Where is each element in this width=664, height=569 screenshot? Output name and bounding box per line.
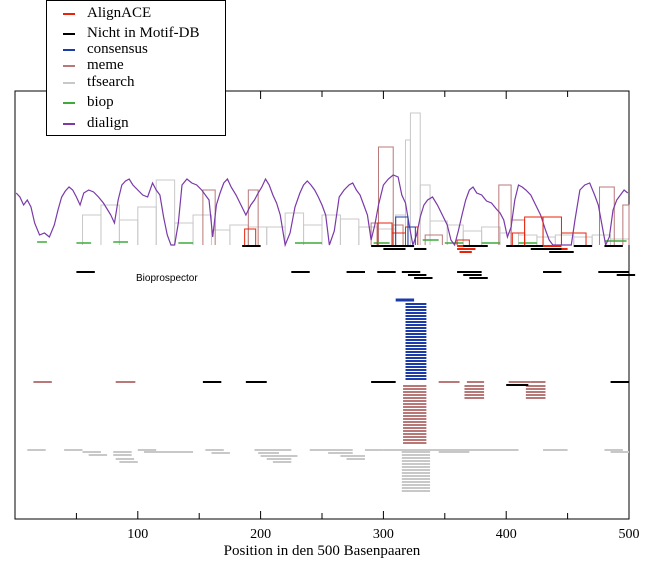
legend-label-alignace: AlignACE — [87, 5, 152, 21]
consensus-profile — [407, 226, 416, 245]
meme-profile — [498, 184, 512, 245]
meme-profile — [392, 224, 404, 245]
x-axis-title: Position in den 500 Basenpaaren — [224, 543, 421, 559]
alignace-profile — [244, 228, 257, 245]
legend-swatch-alignace — [63, 13, 75, 15]
biop-layer — [37, 239, 627, 244]
x-tick-label: 100 — [127, 527, 148, 542]
legend-label-dialign: dialign — [87, 115, 129, 131]
tfsearch-profile — [155, 179, 176, 245]
legend-swatch-dialign — [63, 123, 75, 125]
x-tick-label: 500 — [619, 527, 640, 542]
legend-swatch-nicht-in-motif-db — [63, 33, 75, 35]
legend-label-meme: meme — [87, 57, 124, 73]
legend: AlignACE Nicht in Motif-DB consensus mem… — [46, 0, 226, 136]
meme-profile — [377, 146, 394, 245]
dialign-layer — [15, 174, 629, 248]
legend-swatch-tfsearch — [63, 82, 75, 84]
x-tick-label: 400 — [496, 527, 517, 542]
x-tick-label: 300 — [373, 527, 394, 542]
legend-swatch-biop — [63, 102, 75, 104]
bioprospector-label: Bioprospector — [136, 273, 198, 284]
alignace-profile — [560, 232, 587, 245]
meme-profile — [622, 204, 630, 245]
legend-swatch-consensus — [63, 49, 75, 51]
dialign-line — [15, 174, 629, 248]
x-axis: 100 200 300 400 500 — [75, 91, 640, 542]
legend-label-tfsearch: tfsearch — [87, 74, 135, 90]
meme-profile — [247, 189, 259, 245]
legend-label-biop: biop — [87, 94, 114, 110]
legend-label-consensus: consensus — [87, 41, 148, 57]
plot-area — [14, 90, 630, 520]
alignace-profile — [542, 216, 562, 245]
meme-layer — [33, 146, 630, 444]
x-tick-label: 200 — [250, 527, 271, 542]
tfsearch-profile — [409, 112, 421, 245]
alignace-profile — [456, 239, 470, 245]
nicht-in-motif-db-layer — [76, 245, 636, 386]
legend-label-nicht-in-motif-db: Nicht in Motif-DB — [87, 25, 200, 41]
legend-swatch-meme — [63, 65, 75, 67]
consensus-layer — [395, 216, 427, 380]
meme-profile — [599, 186, 615, 245]
